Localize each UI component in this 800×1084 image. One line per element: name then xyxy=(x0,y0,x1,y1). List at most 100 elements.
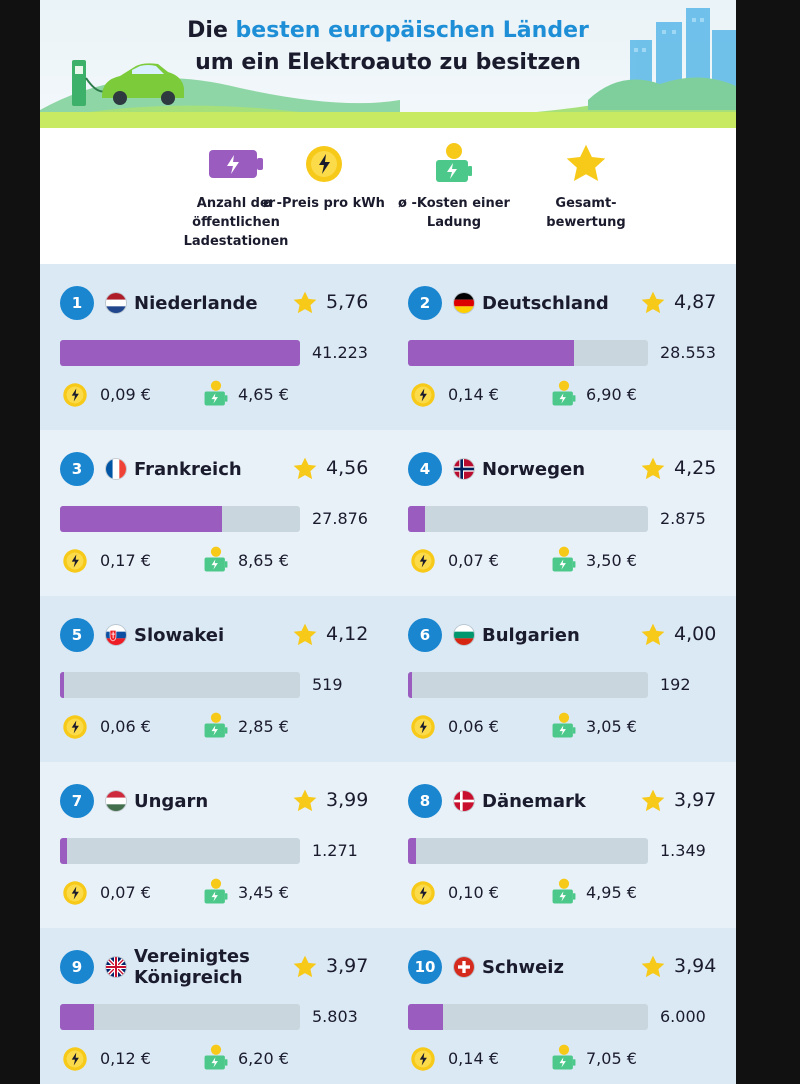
charge-cost: 3,50 € xyxy=(586,551,637,570)
stations-count: 1.271 xyxy=(312,841,358,860)
title-line-2: um ein Elektroauto zu besitzen xyxy=(195,50,581,75)
title-line-1: Die besten europäischen Länder xyxy=(187,18,589,43)
country-card: 2 Deutschland 4,87 28.553 0,14 € 6,90 € xyxy=(388,264,736,430)
stations-bar-fill xyxy=(408,340,574,366)
stations-bar xyxy=(60,1004,300,1030)
stations-bar-fill xyxy=(408,672,412,698)
price-per-kwh: 0,06 € xyxy=(100,717,151,736)
stations-bar xyxy=(60,506,300,532)
country-card: 10 Schweiz 3,94 6.000 0,14 € 7,05 € xyxy=(388,928,736,1084)
coin-icon xyxy=(410,548,436,574)
country-name: Slowakei xyxy=(134,625,225,646)
stations-bar xyxy=(408,838,648,864)
star-icon xyxy=(566,144,606,182)
coin-icon xyxy=(62,548,88,574)
star-icon xyxy=(640,290,666,316)
star-icon xyxy=(292,788,318,814)
country-name: Niederlande xyxy=(134,293,258,314)
legend-label: Anzahl der öffentlichen Ladestationen xyxy=(183,196,289,249)
battery-coin-icon xyxy=(202,710,230,742)
flag-icon xyxy=(106,459,126,479)
legend-item-cost: ø -Kosten einer Ladung xyxy=(384,142,524,232)
stations-bar-fill xyxy=(60,506,222,532)
rank-badge: 6 xyxy=(408,618,442,652)
coin-icon xyxy=(62,880,88,906)
price-per-kwh: 0,06 € xyxy=(448,717,499,736)
stations-count: 5.803 xyxy=(312,1007,358,1026)
price-per-kwh: 0,14 € xyxy=(448,385,499,404)
stations-bar-fill xyxy=(60,1004,94,1030)
country-card: 9 Vereinigtes Königreich 3,97 5.803 0,12 € 6,… xyxy=(40,928,388,1084)
coin-icon xyxy=(410,1046,436,1072)
stations-bar xyxy=(408,340,648,366)
country-name: Schweiz xyxy=(482,957,564,978)
rating-value: 4,00 xyxy=(674,623,717,645)
flag-icon xyxy=(106,625,126,645)
country-card: 7 Ungarn 3,99 1.271 0,07 € 3,45 € xyxy=(40,762,388,928)
flag-icon xyxy=(454,625,474,645)
star-icon xyxy=(640,456,666,482)
charge-cost: 4,95 € xyxy=(586,883,637,902)
charge-cost: 2,85 € xyxy=(238,717,289,736)
landscape-illustration xyxy=(40,8,736,128)
battery-coin-icon xyxy=(202,1042,230,1074)
country-name: Bulgarien xyxy=(482,625,580,646)
country-card: 5 Slowakei 4,12 519 0,06 € 2,85 € xyxy=(40,596,388,762)
charge-cost: 6,20 € xyxy=(238,1049,289,1068)
price-per-kwh: 0,10 € xyxy=(448,883,499,902)
rank-badge: 3 xyxy=(60,452,94,486)
stations-bar-fill xyxy=(408,506,425,532)
coin-icon xyxy=(62,714,88,740)
rating-value: 3,99 xyxy=(326,789,369,811)
rating-value: 4,12 xyxy=(326,623,369,645)
coin-icon xyxy=(410,880,436,906)
rank-badge: 9 xyxy=(60,950,94,984)
star-icon xyxy=(292,290,318,316)
legend-item-stations: Anzahl der öffentlichen Ladestationen xyxy=(166,142,306,251)
battery-icon xyxy=(209,150,263,178)
title-highlight: besten europäischen Länder xyxy=(235,18,589,43)
price-per-kwh: 0,12 € xyxy=(100,1049,151,1068)
stations-bar xyxy=(60,672,300,698)
country-name: Dänemark xyxy=(482,791,586,812)
stations-bar-fill xyxy=(408,1004,443,1030)
charge-cost: 3,05 € xyxy=(586,717,637,736)
stations-bar xyxy=(408,506,648,532)
coin-icon xyxy=(62,1046,88,1072)
rank-badge: 5 xyxy=(60,618,94,652)
legend-label: Gesamt- bewertung xyxy=(546,196,626,230)
country-name: Ungarn xyxy=(134,791,209,812)
stations-count: 41.223 xyxy=(312,343,368,362)
rank-badge: 10 xyxy=(408,950,442,984)
rank-badge: 4 xyxy=(408,452,442,486)
price-per-kwh: 0,07 € xyxy=(448,551,499,570)
infographic: Die besten europäischen Länder um ein El… xyxy=(40,0,736,1084)
star-icon xyxy=(640,622,666,648)
stations-bar xyxy=(60,340,300,366)
star-icon xyxy=(292,456,318,482)
country-name: Frankreich xyxy=(134,459,242,480)
battery-coin-icon xyxy=(550,876,578,908)
stations-count: 27.876 xyxy=(312,509,368,528)
rank-badge: 1 xyxy=(60,286,94,320)
header-banner: Die besten europäischen Länder um ein El… xyxy=(40,0,736,128)
country-card: 1 Niederlande 5,76 41.223 0,09 € 4,65 € xyxy=(40,264,388,430)
country-card: 4 Norwegen 4,25 2.875 0,07 € 3,50 € xyxy=(388,430,736,596)
price-per-kwh: 0,09 € xyxy=(100,385,151,404)
stations-bar-fill xyxy=(408,838,416,864)
rating-value: 4,87 xyxy=(674,291,717,313)
flag-icon xyxy=(454,791,474,811)
rating-value: 3,97 xyxy=(326,955,369,977)
country-name: Deutschland xyxy=(482,293,609,314)
price-per-kwh: 0,17 € xyxy=(100,551,151,570)
country-card: 8 Dänemark 3,97 1.349 0,10 € 4,95 € xyxy=(388,762,736,928)
rank-badge: 2 xyxy=(408,286,442,320)
rank-badge: 8 xyxy=(408,784,442,818)
flag-icon xyxy=(454,957,474,977)
stations-bar xyxy=(408,672,648,698)
flag-icon xyxy=(454,459,474,479)
price-per-kwh: 0,07 € xyxy=(100,883,151,902)
charge-cost: 8,65 € xyxy=(238,551,289,570)
stations-count: 192 xyxy=(660,675,691,694)
rating-value: 4,56 xyxy=(326,457,369,479)
